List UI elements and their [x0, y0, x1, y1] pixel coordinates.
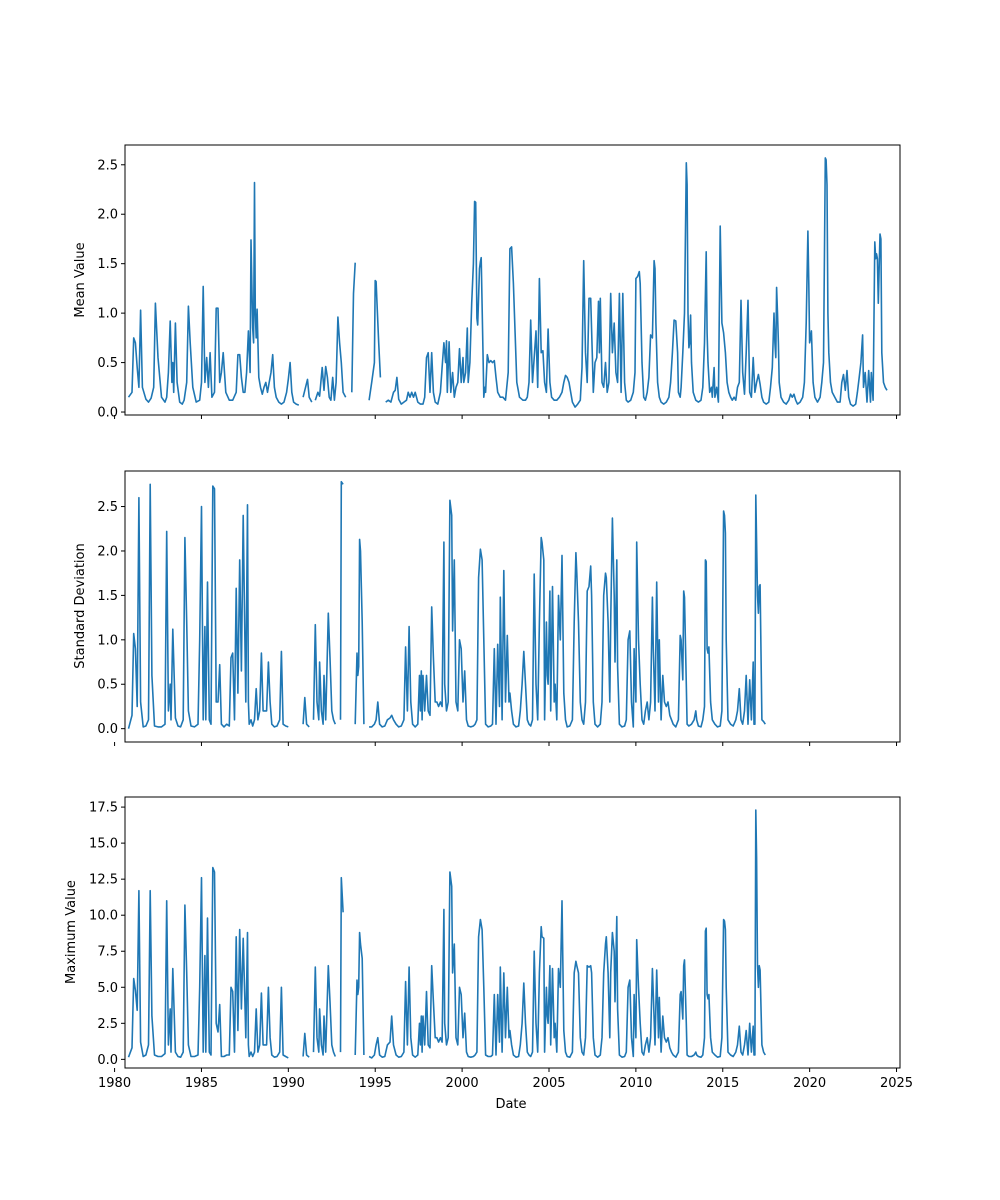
mean-ytick-label: 0.5	[97, 356, 118, 371]
std-series-line-segment	[354, 538, 365, 725]
max-series-line-segment	[368, 809, 766, 1059]
std-series-line-segment	[127, 483, 289, 729]
max-xtick-label: 1985	[185, 1076, 218, 1091]
max-series-line-segment	[312, 964, 337, 1057]
max-ytick-label: 12.5	[89, 873, 118, 888]
max-xtick-label: 1995	[359, 1076, 392, 1091]
std-series-line-segment	[339, 480, 344, 720]
max-ytick-label: 5.0	[97, 981, 118, 996]
mean-series-line-segment	[368, 279, 382, 401]
std-ytick-label: 2.5	[97, 500, 118, 515]
max-ytick-label: 15.0	[89, 837, 118, 852]
mean-series-line-segment	[385, 157, 888, 408]
standard-deviation-panel: Standard Deviation 0.0 0.5 1.0 1.5 2.0 2.5	[73, 470, 901, 746]
mean-axes-frame	[124, 144, 901, 416]
max-xtick-label: 2015	[706, 1076, 739, 1091]
max-ytick-label: 2.5	[97, 1017, 118, 1032]
std-series-line-segment	[312, 612, 337, 725]
ylabel-maximum-value: Maximum Value	[64, 880, 79, 984]
mean-value-panel: Mean Value 0.0 0.5 1.0 1.5 2.0 2.5	[73, 144, 901, 421]
max-series-line-segment	[127, 866, 289, 1059]
mean-ytick-label: 2.0	[97, 208, 118, 223]
std-ytick-label: 0.5	[97, 678, 118, 693]
max-ytick-label: 0.0	[97, 1053, 118, 1068]
xlabel-date: Date	[495, 1097, 526, 1112]
max-xtick-label: 2025	[880, 1076, 913, 1091]
max-axes-frame	[124, 796, 901, 1069]
ylabel-standard-deviation: Standard Deviation	[73, 543, 88, 668]
std-ytick-label: 1.0	[97, 633, 118, 648]
max-series-line-segment	[302, 1032, 310, 1058]
mean-series-line-segment	[314, 316, 347, 401]
max-ytick-label: 17.5	[89, 801, 118, 816]
max-ytick-label: 7.5	[97, 945, 118, 960]
mean-ytick-label: 1.0	[97, 307, 118, 322]
std-series-line-segment	[369, 494, 766, 728]
mean-ytick-label: 1.5	[97, 257, 118, 272]
max-xtick-label: 2020	[793, 1076, 826, 1091]
std-axes-frame	[124, 470, 901, 743]
mean-ytick-label: 0.0	[97, 406, 118, 421]
max-series-line-segment	[354, 931, 365, 1056]
maximum-value-panel: Maximum Value Date 0.0 2.5 5.0 7.5 10.0 12.5 1…	[64, 796, 913, 1112]
mean-series-line-segment	[127, 181, 300, 406]
max-xtick-label: 1990	[272, 1076, 305, 1091]
std-ytick-label: 2.0	[97, 544, 118, 559]
mean-ytick-label: 2.5	[97, 158, 118, 173]
mean-series-line-segment	[351, 262, 356, 393]
mean-series-line-segment	[302, 378, 313, 403]
std-ytick-label: 0.0	[97, 722, 118, 737]
max-xtick-label: 2005	[532, 1076, 565, 1091]
max-ytick-label: 10.0	[89, 909, 118, 924]
max-xtick-label: 1980	[98, 1076, 131, 1091]
max-series-line-segment	[339, 876, 344, 1053]
std-series-line-segment	[302, 696, 310, 728]
std-ytick-label: 1.5	[97, 589, 118, 604]
max-xtick-label: 2010	[619, 1076, 652, 1091]
max-xtick-label: 2000	[446, 1076, 479, 1091]
ylabel-mean-value: Mean Value	[73, 242, 88, 317]
